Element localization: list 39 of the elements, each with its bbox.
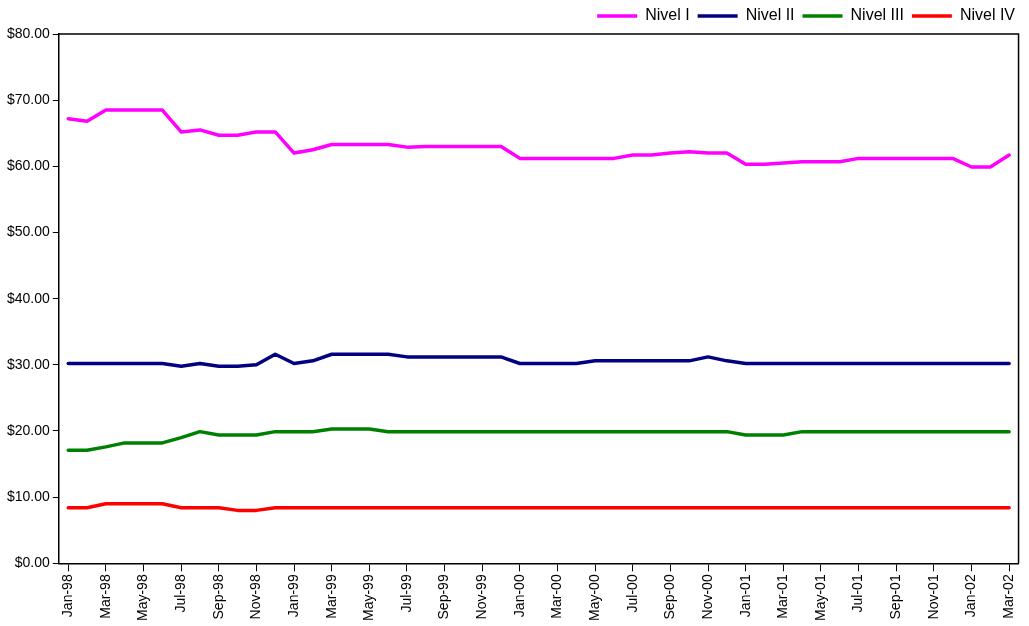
y-tick-label: $80.00	[6, 24, 51, 41]
x-tick-label: Sep-00	[661, 574, 678, 620]
y-tick-label: $20.00	[6, 421, 51, 438]
x-tick-label: Mar-01	[774, 574, 791, 619]
x-tick-label: Mar-98	[96, 574, 113, 619]
x-tick-label: Jan-98	[59, 574, 76, 618]
x-tick-label: May-99	[360, 574, 377, 621]
x-tick-label: Nov-00	[698, 574, 715, 620]
y-tick-label: $30.00	[6, 355, 51, 372]
x-tick-label: May-01	[811, 574, 828, 621]
x-tick-label: May-98	[134, 574, 151, 621]
y-tick-label: $40.00	[6, 289, 51, 306]
x-tick-label: Nov-01	[924, 574, 941, 620]
x-tick-label: Jul-99	[397, 574, 414, 613]
y-tick-label: $70.00	[6, 91, 51, 108]
x-tick-label: Mar-99	[322, 574, 339, 619]
legend-label: Nivel I	[645, 6, 690, 24]
legend-label: Nivel III	[850, 6, 904, 24]
y-tick-label: $50.00	[6, 223, 51, 240]
legend-label: Nivel II	[745, 6, 795, 24]
y-tick-label: $10.00	[6, 488, 51, 505]
x-tick-label: Jan-99	[284, 574, 301, 618]
x-tick-label: Jan-00	[510, 574, 527, 618]
x-tick-label: Jul-00	[623, 574, 640, 613]
x-tick-label: Nov-99	[473, 574, 490, 620]
x-tick-label: Mar-00	[548, 574, 565, 619]
legend-label: Nivel IV	[959, 6, 1016, 24]
x-tick-label: Nov-98	[247, 574, 264, 620]
x-tick-label: Jan-02	[962, 574, 979, 618]
y-tick-label: $60.00	[6, 157, 51, 174]
x-tick-label: Sep-98	[209, 574, 226, 620]
x-tick-label: Sep-99	[435, 574, 452, 620]
y-tick-label: $0.00	[14, 554, 51, 571]
x-tick-label: Jan-01	[736, 574, 753, 618]
x-tick-label: Jul-01	[849, 574, 866, 613]
x-tick-label: Sep-01	[887, 574, 904, 620]
x-tick-label: May-00	[586, 574, 602, 621]
x-tick-label: Mar-02	[1000, 574, 1016, 619]
x-tick-label: Jul-98	[172, 574, 188, 613]
